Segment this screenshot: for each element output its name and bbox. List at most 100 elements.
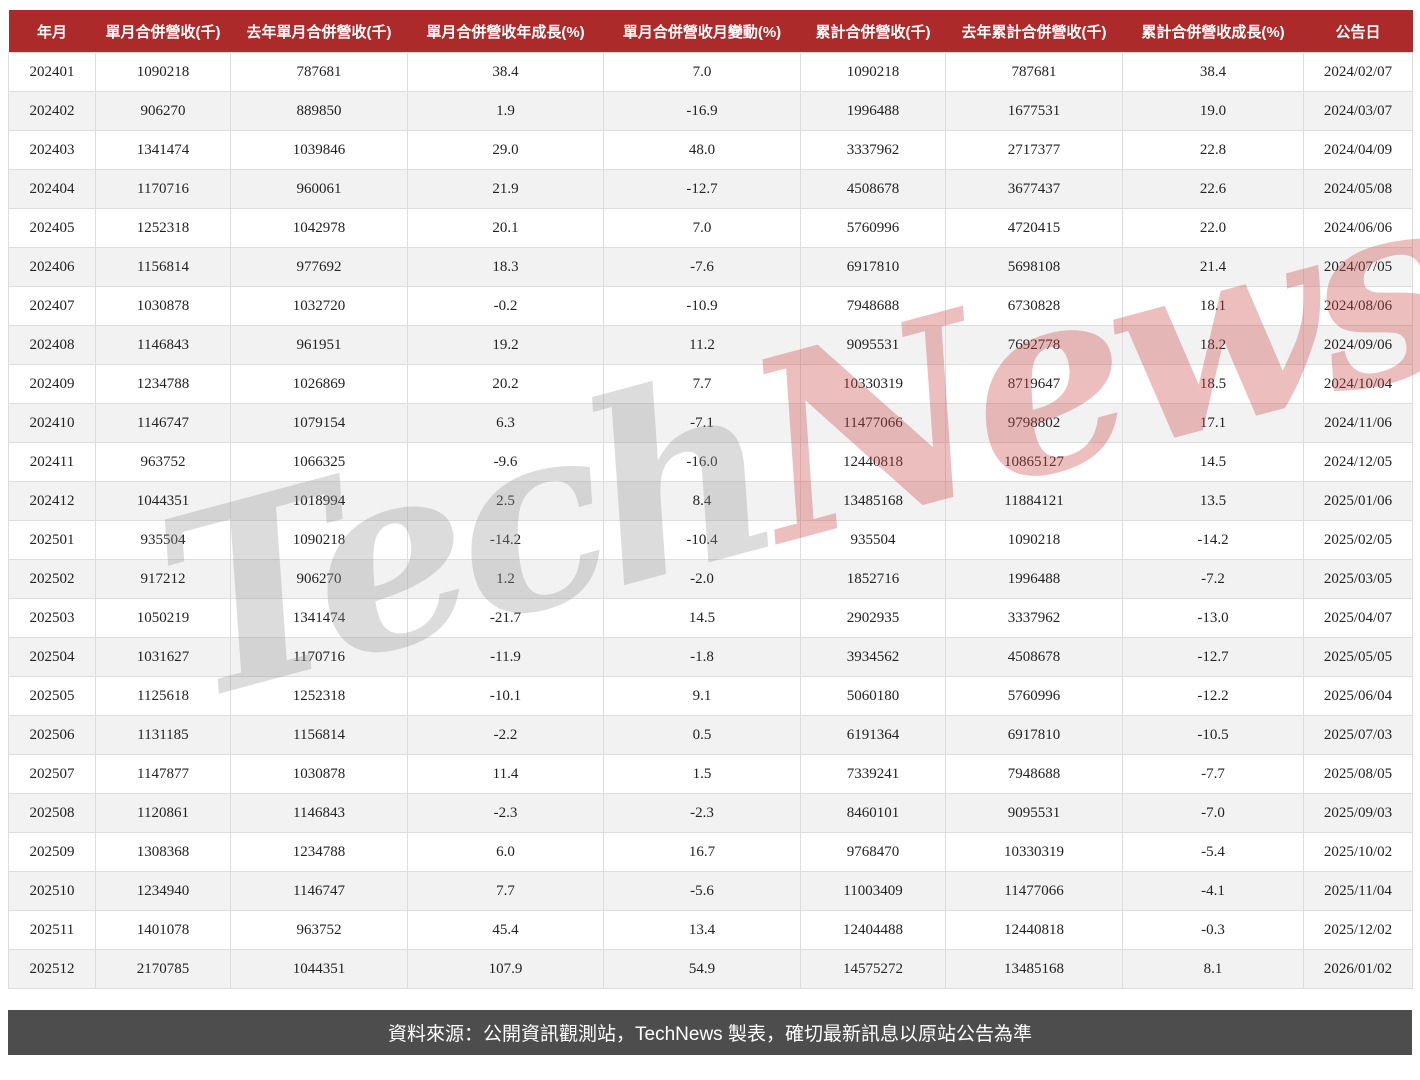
cell-last-year-monthly-revenue: 1044351 (230, 949, 408, 989)
cell-yoy-growth-pct: 11.4 (407, 754, 604, 794)
cell-cumulative-growth-pct: 18.1 (1122, 286, 1304, 326)
cell-yoy-growth-pct: 18.3 (407, 247, 604, 287)
cell-mom-change-pct: 1.5 (603, 754, 801, 794)
cell-cumulative-revenue: 7948688 (800, 286, 946, 326)
cell-last-year-cumulative-revenue: 11477066 (945, 871, 1123, 911)
cell-cumulative-growth-pct: -10.5 (1122, 715, 1304, 755)
cell-cumulative-growth-pct: 18.2 (1122, 325, 1304, 365)
cell-cumulative-growth-pct: 22.0 (1122, 208, 1304, 248)
cell-monthly-revenue: 917212 (95, 559, 231, 599)
cell-cumulative-growth-pct: 8.1 (1122, 949, 1304, 989)
cell-announce-date: 2025/11/04 (1303, 871, 1413, 911)
cell-last-year-cumulative-revenue: 10330319 (945, 832, 1123, 872)
column-header-year-month: 年月 (8, 10, 96, 53)
cell-mom-change-pct: 7.0 (603, 208, 801, 248)
cell-announce-date: 2025/01/06 (1303, 481, 1413, 521)
cell-yoy-growth-pct: -21.7 (407, 598, 604, 638)
cell-monthly-revenue: 935504 (95, 520, 231, 560)
cell-announce-date: 2024/03/07 (1303, 91, 1413, 131)
cell-yoy-growth-pct: 107.9 (407, 949, 604, 989)
cell-monthly-revenue: 1044351 (95, 481, 231, 521)
table-row: 202408 1146843 961951 19.2 11.2 9095531 769277… (8, 325, 1413, 365)
cell-monthly-revenue: 963752 (95, 442, 231, 482)
cell-monthly-revenue: 1234940 (95, 871, 231, 911)
cell-last-year-monthly-revenue: 1039846 (230, 130, 408, 170)
cell-cumulative-revenue: 10330319 (800, 364, 946, 404)
cell-cumulative-revenue: 1852716 (800, 559, 946, 599)
cell-yoy-growth-pct: 21.9 (407, 169, 604, 209)
cell-mom-change-pct: 11.2 (603, 325, 801, 365)
cell-last-year-monthly-revenue: 1032720 (230, 286, 408, 326)
cell-monthly-revenue: 1341474 (95, 130, 231, 170)
cell-yoy-growth-pct: 45.4 (407, 910, 604, 950)
table-row: 202503 1050219 1341474 -21.7 14.5 2902935 3337… (8, 598, 1413, 638)
cell-mom-change-pct: -7.1 (603, 403, 801, 443)
cell-cumulative-growth-pct: 13.5 (1122, 481, 1304, 521)
cell-cumulative-growth-pct: 22.6 (1122, 169, 1304, 209)
table-row: 202509 1308368 1234788 6.0 16.7 9768470 103303… (8, 832, 1413, 872)
cell-last-year-monthly-revenue: 1252318 (230, 676, 408, 716)
cell-mom-change-pct: 54.9 (603, 949, 801, 989)
cell-cumulative-revenue: 1996488 (800, 91, 946, 131)
cell-cumulative-revenue: 14575272 (800, 949, 946, 989)
cell-cumulative-growth-pct: -14.2 (1122, 520, 1304, 560)
cell-year-month: 202409 (8, 364, 96, 404)
cell-announce-date: 2024/02/07 (1303, 52, 1413, 92)
cell-monthly-revenue: 1401078 (95, 910, 231, 950)
cell-yoy-growth-pct: 19.2 (407, 325, 604, 365)
table-row: 202411 963752 1066325 -9.6 -16.0 12440818 1086… (8, 442, 1413, 482)
cell-announce-date: 2025/08/05 (1303, 754, 1413, 794)
cell-announce-date: 2024/06/06 (1303, 208, 1413, 248)
revenue-table: 年月 單月合併營收(千) 去年單月合併營收(千) 單月合併營收年成長(%) 單月合併營收… (8, 10, 1413, 989)
cell-cumulative-growth-pct: -13.0 (1122, 598, 1304, 638)
cell-last-year-cumulative-revenue: 5698108 (945, 247, 1123, 287)
cell-cumulative-growth-pct: -4.1 (1122, 871, 1304, 911)
cell-last-year-cumulative-revenue: 1090218 (945, 520, 1123, 560)
cell-year-month: 202503 (8, 598, 96, 638)
cell-cumulative-revenue: 5760996 (800, 208, 946, 248)
cell-last-year-cumulative-revenue: 12440818 (945, 910, 1123, 950)
cell-last-year-monthly-revenue: 960061 (230, 169, 408, 209)
table-row: 202405 1252318 1042978 20.1 7.0 5760996 472041… (8, 208, 1413, 248)
cell-announce-date: 2025/10/02 (1303, 832, 1413, 872)
cell-cumulative-growth-pct: -12.7 (1122, 637, 1304, 677)
cell-last-year-monthly-revenue: 889850 (230, 91, 408, 131)
cell-last-year-cumulative-revenue: 7692778 (945, 325, 1123, 365)
cell-yoy-growth-pct: -11.9 (407, 637, 604, 677)
cell-last-year-monthly-revenue: 1079154 (230, 403, 408, 443)
cell-year-month: 202404 (8, 169, 96, 209)
cell-cumulative-revenue: 5060180 (800, 676, 946, 716)
cell-year-month: 202510 (8, 871, 96, 911)
cell-mom-change-pct: 14.5 (603, 598, 801, 638)
table-row: 202401 1090218 787681 38.4 7.0 1090218 787681 3… (8, 52, 1413, 92)
cell-year-month: 202408 (8, 325, 96, 365)
cell-yoy-growth-pct: -14.2 (407, 520, 604, 560)
cell-year-month: 202511 (8, 910, 96, 950)
cell-mom-change-pct: 7.0 (603, 52, 801, 92)
cell-last-year-cumulative-revenue: 9798802 (945, 403, 1123, 443)
cell-announce-date: 2025/02/05 (1303, 520, 1413, 560)
cell-last-year-monthly-revenue: 1146843 (230, 793, 408, 833)
cell-cumulative-growth-pct: -0.3 (1122, 910, 1304, 950)
cell-cumulative-growth-pct: 22.8 (1122, 130, 1304, 170)
cell-last-year-monthly-revenue: 1156814 (230, 715, 408, 755)
cell-mom-change-pct: 9.1 (603, 676, 801, 716)
table-row: 202507 1147877 1030878 11.4 1.5 7339241 794868… (8, 754, 1413, 794)
cell-monthly-revenue: 1090218 (95, 52, 231, 92)
cell-monthly-revenue: 2170785 (95, 949, 231, 989)
cell-last-year-monthly-revenue: 1146747 (230, 871, 408, 911)
cell-last-year-cumulative-revenue: 4508678 (945, 637, 1123, 677)
cell-yoy-growth-pct: 1.2 (407, 559, 604, 599)
cell-year-month: 202412 (8, 481, 96, 521)
cell-cumulative-growth-pct: 18.5 (1122, 364, 1304, 404)
cell-monthly-revenue: 1146747 (95, 403, 231, 443)
cell-last-year-monthly-revenue: 961951 (230, 325, 408, 365)
cell-last-year-cumulative-revenue: 13485168 (945, 949, 1123, 989)
table-row: 202403 1341474 1039846 29.0 48.0 3337962 27173… (8, 130, 1413, 170)
cell-last-year-monthly-revenue: 1018994 (230, 481, 408, 521)
cell-announce-date: 2024/12/05 (1303, 442, 1413, 482)
cell-monthly-revenue: 1147877 (95, 754, 231, 794)
cell-year-month: 202504 (8, 637, 96, 677)
cell-monthly-revenue: 1146843 (95, 325, 231, 365)
